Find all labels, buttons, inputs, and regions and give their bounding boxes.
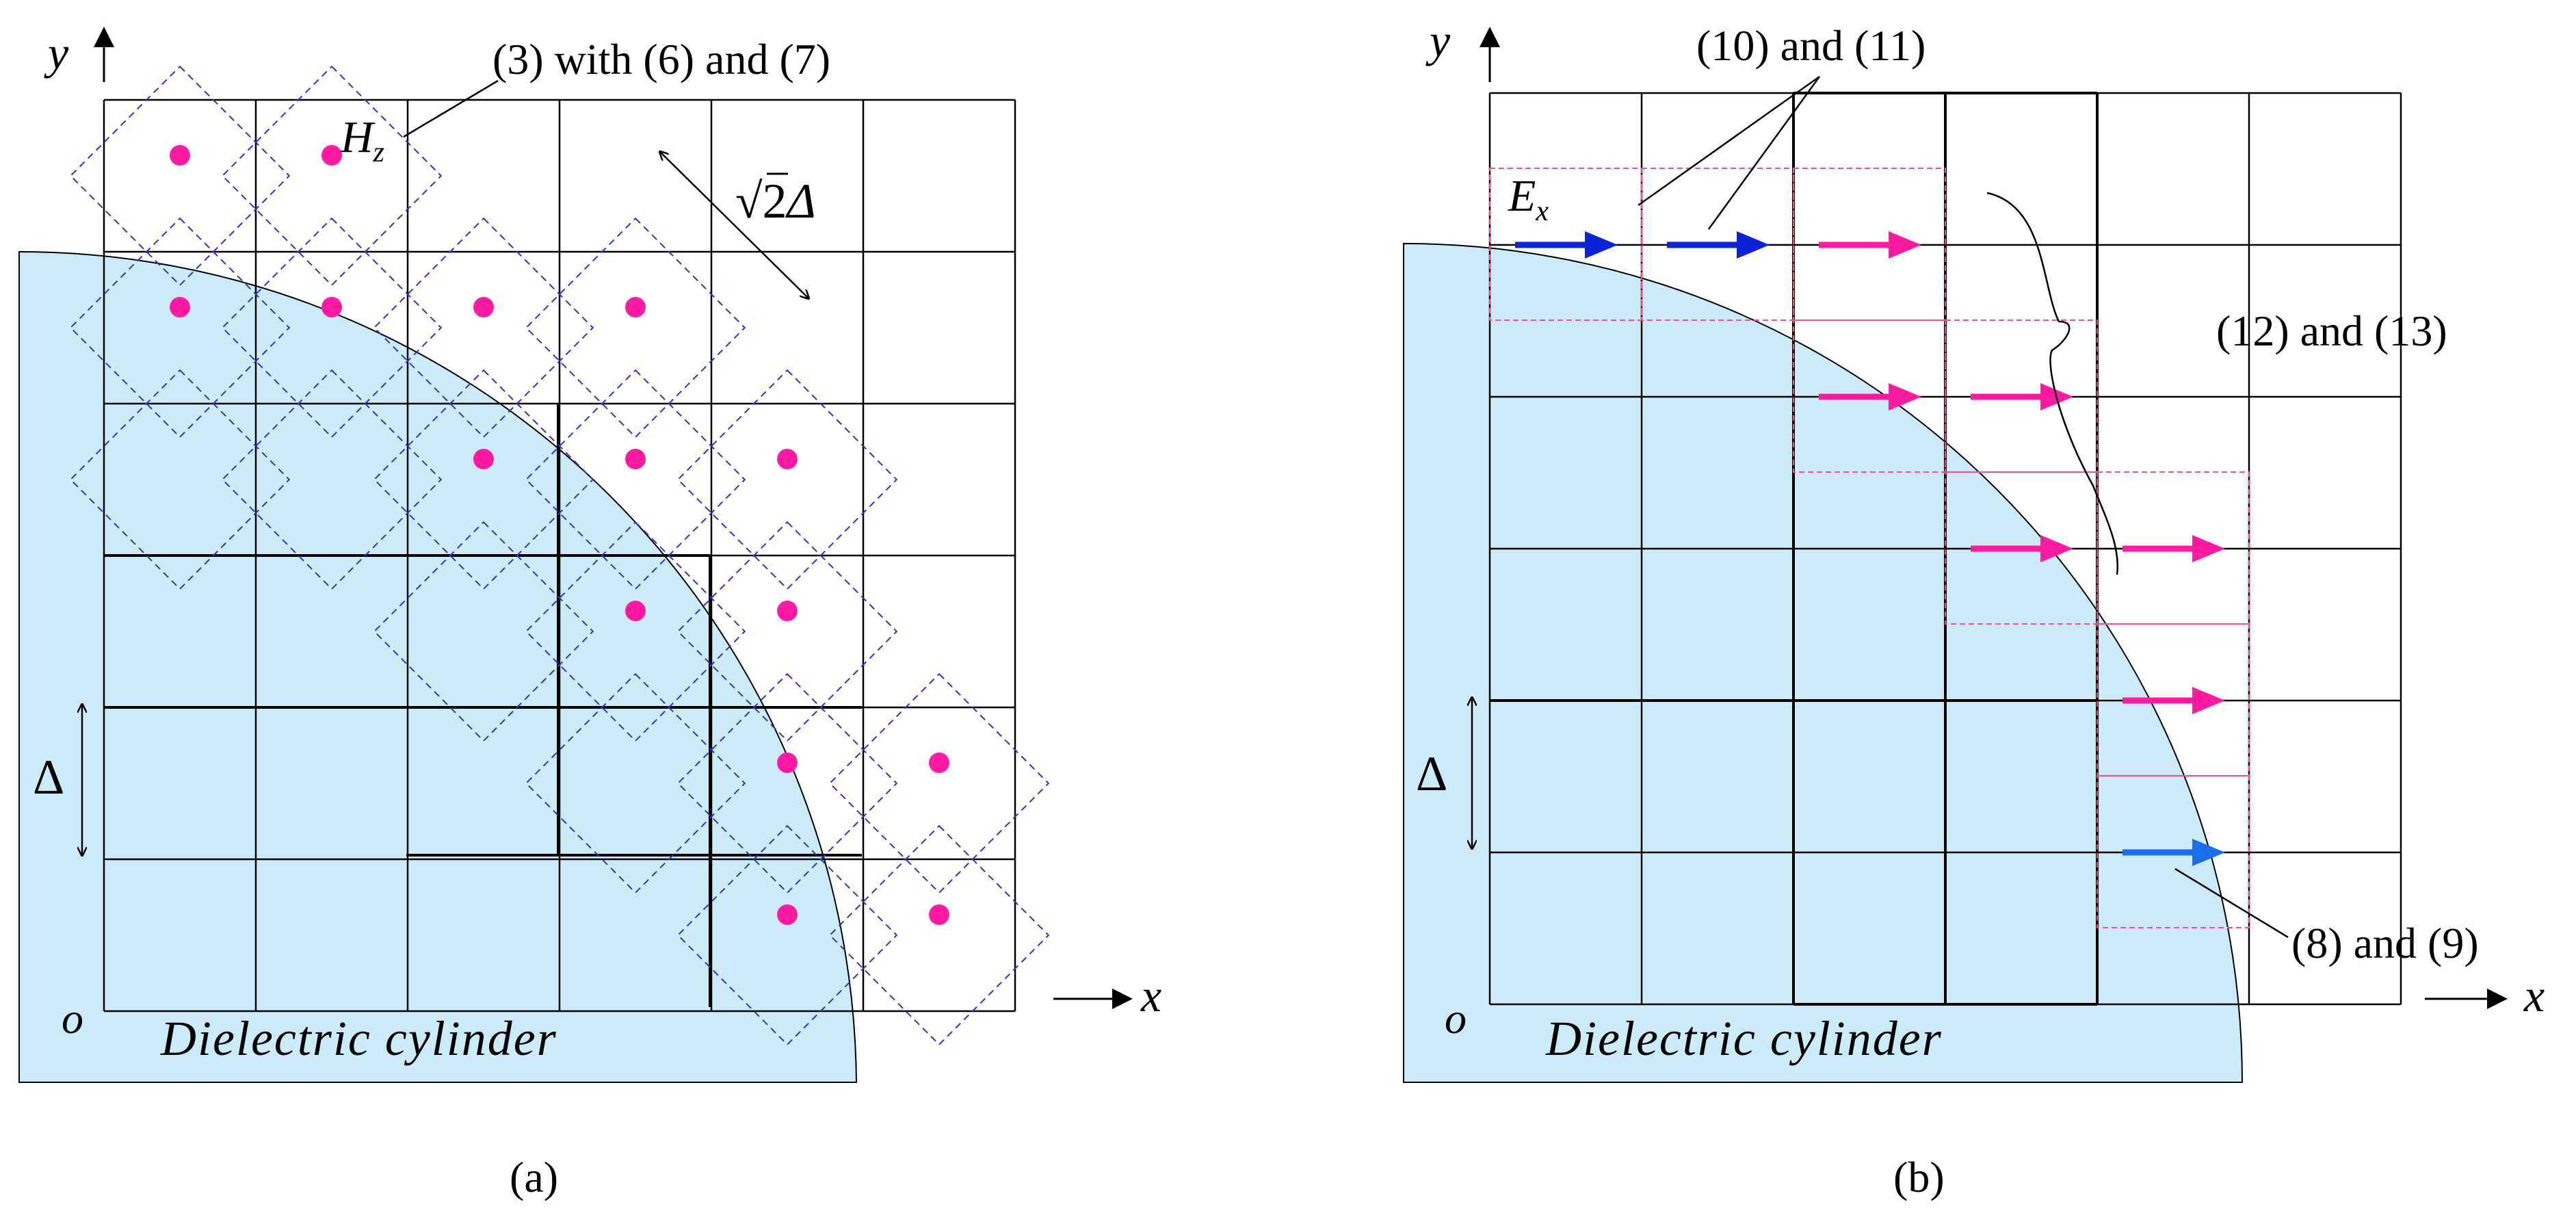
ex-arrow-head: [1889, 231, 1921, 259]
hz-point: [929, 904, 949, 925]
dashed-cell: [1945, 319, 2098, 473]
origin-label-b: o: [1445, 994, 1467, 1043]
callout-equation-a: (3) with (6) and (7): [492, 35, 830, 83]
grid-b: [1488, 92, 2402, 1006]
rotated-cell: [69, 369, 291, 590]
panel-b: y x o Dielectric cylinder Δ (10) and (11…: [1403, 14, 2545, 1201]
rotated-cell: [69, 65, 291, 287]
rotated-cell: [676, 672, 898, 894]
ex-arrow: [1971, 535, 2073, 562]
hz-point: [777, 904, 798, 925]
callout-top-leader-2: [1707, 76, 1821, 230]
hz-point: [625, 297, 646, 317]
hz-point: [777, 601, 798, 621]
caption-a: (a): [510, 1153, 558, 1201]
dashed-cell: [1489, 168, 1642, 321]
rotated-cell: [221, 369, 443, 590]
ex-label-b: Ex: [1508, 171, 1549, 227]
callout-top-b: (10) and (11): [1696, 21, 1926, 70]
callout-right-bracket: [1986, 192, 2118, 575]
hz-point: [321, 145, 342, 166]
hz-point: [473, 449, 494, 469]
dashed-cell: [1641, 168, 1794, 321]
rotated-cell: [525, 672, 746, 894]
rotated-cell: [525, 369, 746, 590]
rotated-cell: [221, 65, 443, 287]
ex-arrow: [2122, 535, 2225, 562]
cylinder-label-a: Dielectric cylinder: [160, 1011, 557, 1066]
ex-arrow-head: [1889, 383, 1921, 410]
ex-arrow-head: [1585, 231, 1618, 259]
hz-point: [170, 145, 190, 166]
grid-a: [103, 99, 1016, 1012]
ex-arrow: [1667, 231, 1770, 259]
rotated-cell: [676, 521, 898, 742]
rotated-cell: [525, 217, 746, 439]
delta-label-b: Δ: [1416, 746, 1447, 801]
ex-arrow-head: [2192, 839, 2225, 866]
ex-arrow-head: [2040, 535, 2073, 562]
cylinder-label-b: Dielectric cylinder: [1545, 1011, 1943, 1066]
rotated-cell: [828, 672, 1050, 894]
ex-arrow: [1515, 231, 1618, 259]
caption-b: (b): [1893, 1153, 1945, 1201]
ex-arrow-head: [2192, 535, 2225, 562]
y-axis-label-a: y: [44, 27, 69, 79]
callout-right-b: (12) and (13): [2216, 306, 2447, 355]
delta-label-a: Δ: [33, 750, 64, 805]
rotated-cells-a: [69, 65, 1050, 1046]
hz-point: [321, 297, 342, 317]
callout-top-leader-1: [1638, 75, 1820, 207]
hz-point: [777, 449, 798, 469]
ex-arrow-head: [1737, 231, 1770, 259]
x-axis-label-a: x: [1140, 969, 1161, 1021]
hz-point: [625, 601, 646, 621]
ex-arrow: [1819, 383, 1921, 410]
rotated-cell: [373, 217, 594, 439]
dashed-cell: [2097, 775, 2250, 928]
callout-bottom-leader: [2174, 867, 2289, 939]
hz-label-a: Hz: [340, 112, 384, 168]
hz-point: [625, 449, 646, 469]
rotated-cell: [373, 521, 594, 742]
ex-arrows-b: [1515, 231, 2225, 866]
ex-arrow-head: [2192, 687, 2225, 714]
panel-a: y x o Dielectric cylinder Δ √2Δ (3) with…: [18, 27, 1161, 1201]
rotated-cell: [676, 824, 898, 1046]
origin-label-a: o: [62, 994, 83, 1043]
diagonal-label-a: √2Δ: [735, 174, 816, 228]
rotated-cell: [676, 369, 898, 590]
ex-arrow: [2122, 839, 2225, 866]
dashed-cell: [2097, 471, 2250, 625]
rotated-cell: [69, 217, 291, 439]
diagonal-arrow-a: [660, 152, 809, 298]
hz-point: [473, 297, 494, 317]
rotated-cell: [828, 824, 1050, 1046]
rotated-cell: [373, 369, 594, 590]
ex-arrow: [1819, 231, 1921, 259]
y-axis-label-b: y: [1425, 14, 1451, 66]
rotated-cell: [221, 217, 443, 439]
callout-bottom-b: (8) and (9): [2291, 919, 2479, 967]
hz-point: [777, 753, 798, 773]
dashed-cells-b: [1489, 168, 2250, 928]
dashed-cell: [1945, 471, 2098, 625]
hz-point: [170, 297, 190, 317]
ex-arrow: [1971, 383, 2073, 410]
dashed-cell: [1793, 168, 1946, 321]
dashed-cell: [1793, 319, 1946, 473]
hz-points-a: [170, 145, 949, 925]
dielectric-cylinder-a: [18, 250, 858, 1083]
rotated-cell: [525, 521, 746, 742]
x-axis-label-b: x: [2523, 969, 2545, 1021]
ex-arrow: [2122, 687, 2225, 714]
callout-leader-a: [403, 79, 499, 138]
hz-point: [929, 753, 949, 773]
dashed-cell: [2097, 623, 2250, 776]
dielectric-cylinder-b: [1403, 242, 2244, 1083]
